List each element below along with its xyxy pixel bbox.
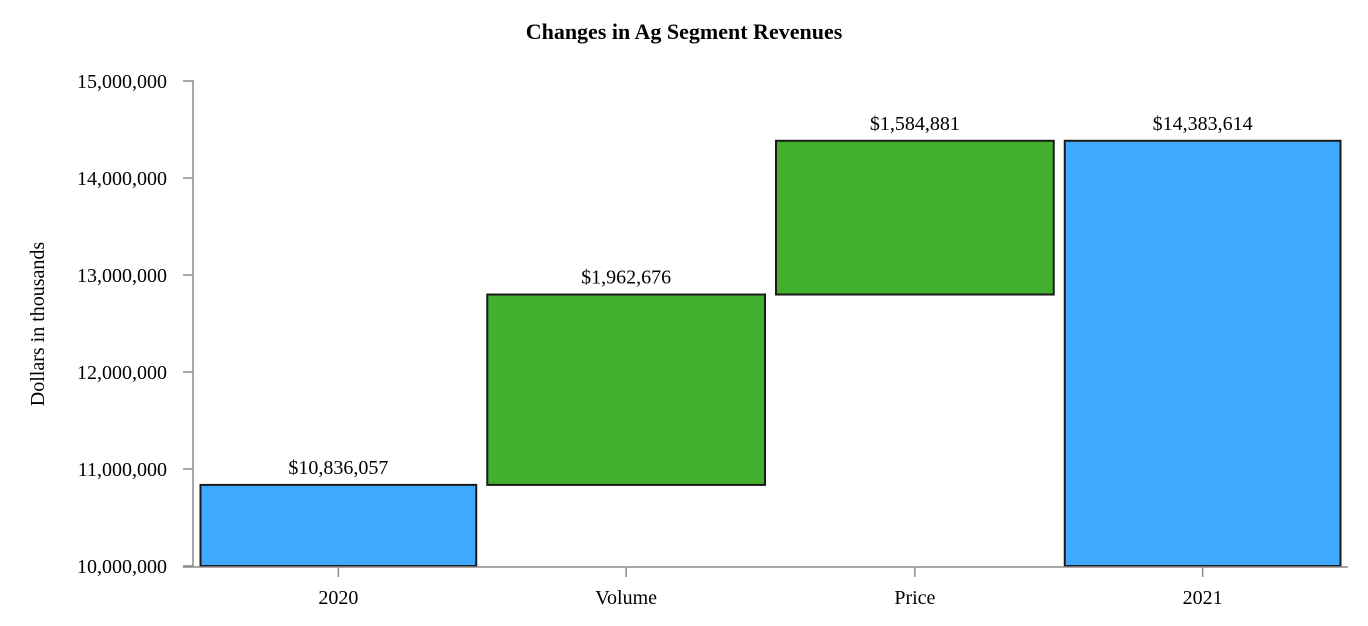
- data-label: $14,383,614: [1153, 113, 1253, 135]
- bar-price: [775, 139, 1055, 296]
- y-tick-label: 13,000,000: [77, 265, 167, 287]
- bar-2020: [199, 483, 478, 567]
- y-tick-label: 14,000,000: [77, 168, 167, 190]
- y-axis-ticks: 10,000,000 11,000,000 12,000,000 13,000,000…: [77, 71, 193, 578]
- data-labels-group: $10,836,057 $1,962,676 $1,584,881 $14,383,6…: [288, 113, 1252, 479]
- x-tick-label: Price: [894, 587, 935, 609]
- bar-2021: [1063, 139, 1342, 568]
- data-label: $10,836,057: [288, 457, 388, 479]
- x-tick-label: 2021: [1183, 587, 1223, 609]
- bar-volume: [486, 293, 766, 486]
- y-axis-label: Dollars in thousands: [27, 242, 49, 407]
- y-tick-label: 12,000,000: [77, 362, 167, 384]
- x-axis-ticks: 2020 Volume Price 2021: [318, 567, 1223, 609]
- x-tick-label: Volume: [595, 587, 657, 609]
- y-tick-label: 15,000,000: [77, 71, 167, 93]
- x-tick-label: 2020: [318, 587, 358, 609]
- chart-title: Changes in Ag Segment Revenues: [526, 19, 843, 44]
- data-label: $1,584,881: [870, 113, 960, 135]
- data-label: $1,962,676: [581, 267, 671, 289]
- bars-group: [199, 139, 1342, 568]
- y-tick-label: 10,000,000: [77, 556, 167, 578]
- y-tick-label: 11,000,000: [78, 459, 167, 481]
